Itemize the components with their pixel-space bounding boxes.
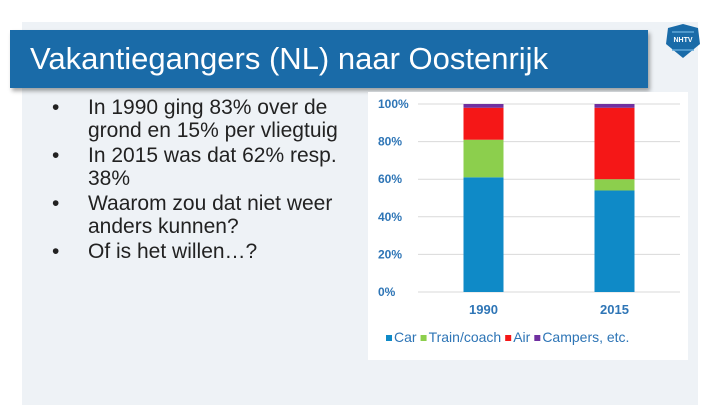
legend-swatch — [505, 335, 512, 341]
bar-segment — [463, 104, 504, 108]
logo-shield-icon — [666, 24, 700, 58]
legend-label: Car — [394, 329, 417, 345]
bullet-list: • In 1990 ging 83% over de grond en 15% p… — [52, 96, 372, 265]
x-tick-label: 1990 — [469, 302, 498, 317]
chart-svg: 0% 20% 40% 60% 80% 100% 1990 2015 Car Train/coach… — [378, 97, 680, 345]
bullet-text: Of is het willen…? — [88, 240, 258, 263]
legend-swatch — [420, 335, 427, 341]
bullet-item: • Of is het willen…? — [52, 240, 372, 263]
bullet-item: • In 2015 was dat 62% resp. 38% — [52, 144, 372, 190]
y-tick-label: 20% — [378, 247, 402, 261]
legend-swatch — [386, 335, 392, 341]
bar-segment — [594, 104, 635, 108]
y-tick-label: 0% — [378, 285, 396, 299]
bar-segment — [594, 190, 635, 292]
x-tick-label: 2015 — [600, 302, 629, 317]
logo-text: NHTV — [673, 37, 693, 44]
legend-label: Campers, etc. — [542, 329, 629, 345]
legend-label: Train/coach — [429, 329, 502, 345]
legend-label: Air — [513, 329, 530, 345]
bullet-symbol: • — [52, 192, 60, 215]
legend-swatch — [534, 335, 541, 341]
bar-segment — [463, 177, 504, 292]
bar-segment — [463, 139, 504, 178]
bar-segment — [594, 179, 635, 191]
y-tick-label: 60% — [378, 172, 402, 186]
bullet-symbol: • — [52, 240, 60, 263]
nhtv-logo: NHTV — [662, 24, 704, 60]
bullet-symbol: • — [52, 144, 60, 167]
bullet-text: In 2015 was dat 62% resp. 38% — [88, 144, 337, 190]
bar-segment — [594, 107, 635, 180]
stacked-bar-chart: 0% 20% 40% 60% 80% 100% 1990 2015 Car Train/coach… — [368, 92, 688, 360]
bar-segment — [463, 107, 504, 140]
y-tick-label: 100% — [378, 97, 409, 111]
bullet-text: In 1990 ging 83% over de grond en 15% pe… — [88, 96, 338, 142]
y-tick-label: 40% — [378, 210, 402, 224]
bullet-item: • Waarom zou dat niet weer anders kunnen? — [52, 192, 372, 238]
bullet-symbol: • — [52, 96, 60, 119]
y-tick-label: 80% — [378, 135, 402, 149]
bullet-item: • In 1990 ging 83% over de grond en 15% p… — [52, 96, 372, 142]
bullet-text: Waarom zou dat niet weer anders kunnen? — [88, 192, 333, 238]
slide-title: Vakantiegangers (NL) naar Oostenrijk — [30, 41, 549, 76]
title-bar: Vakantiegangers (NL) naar Oostenrijk — [10, 30, 648, 88]
